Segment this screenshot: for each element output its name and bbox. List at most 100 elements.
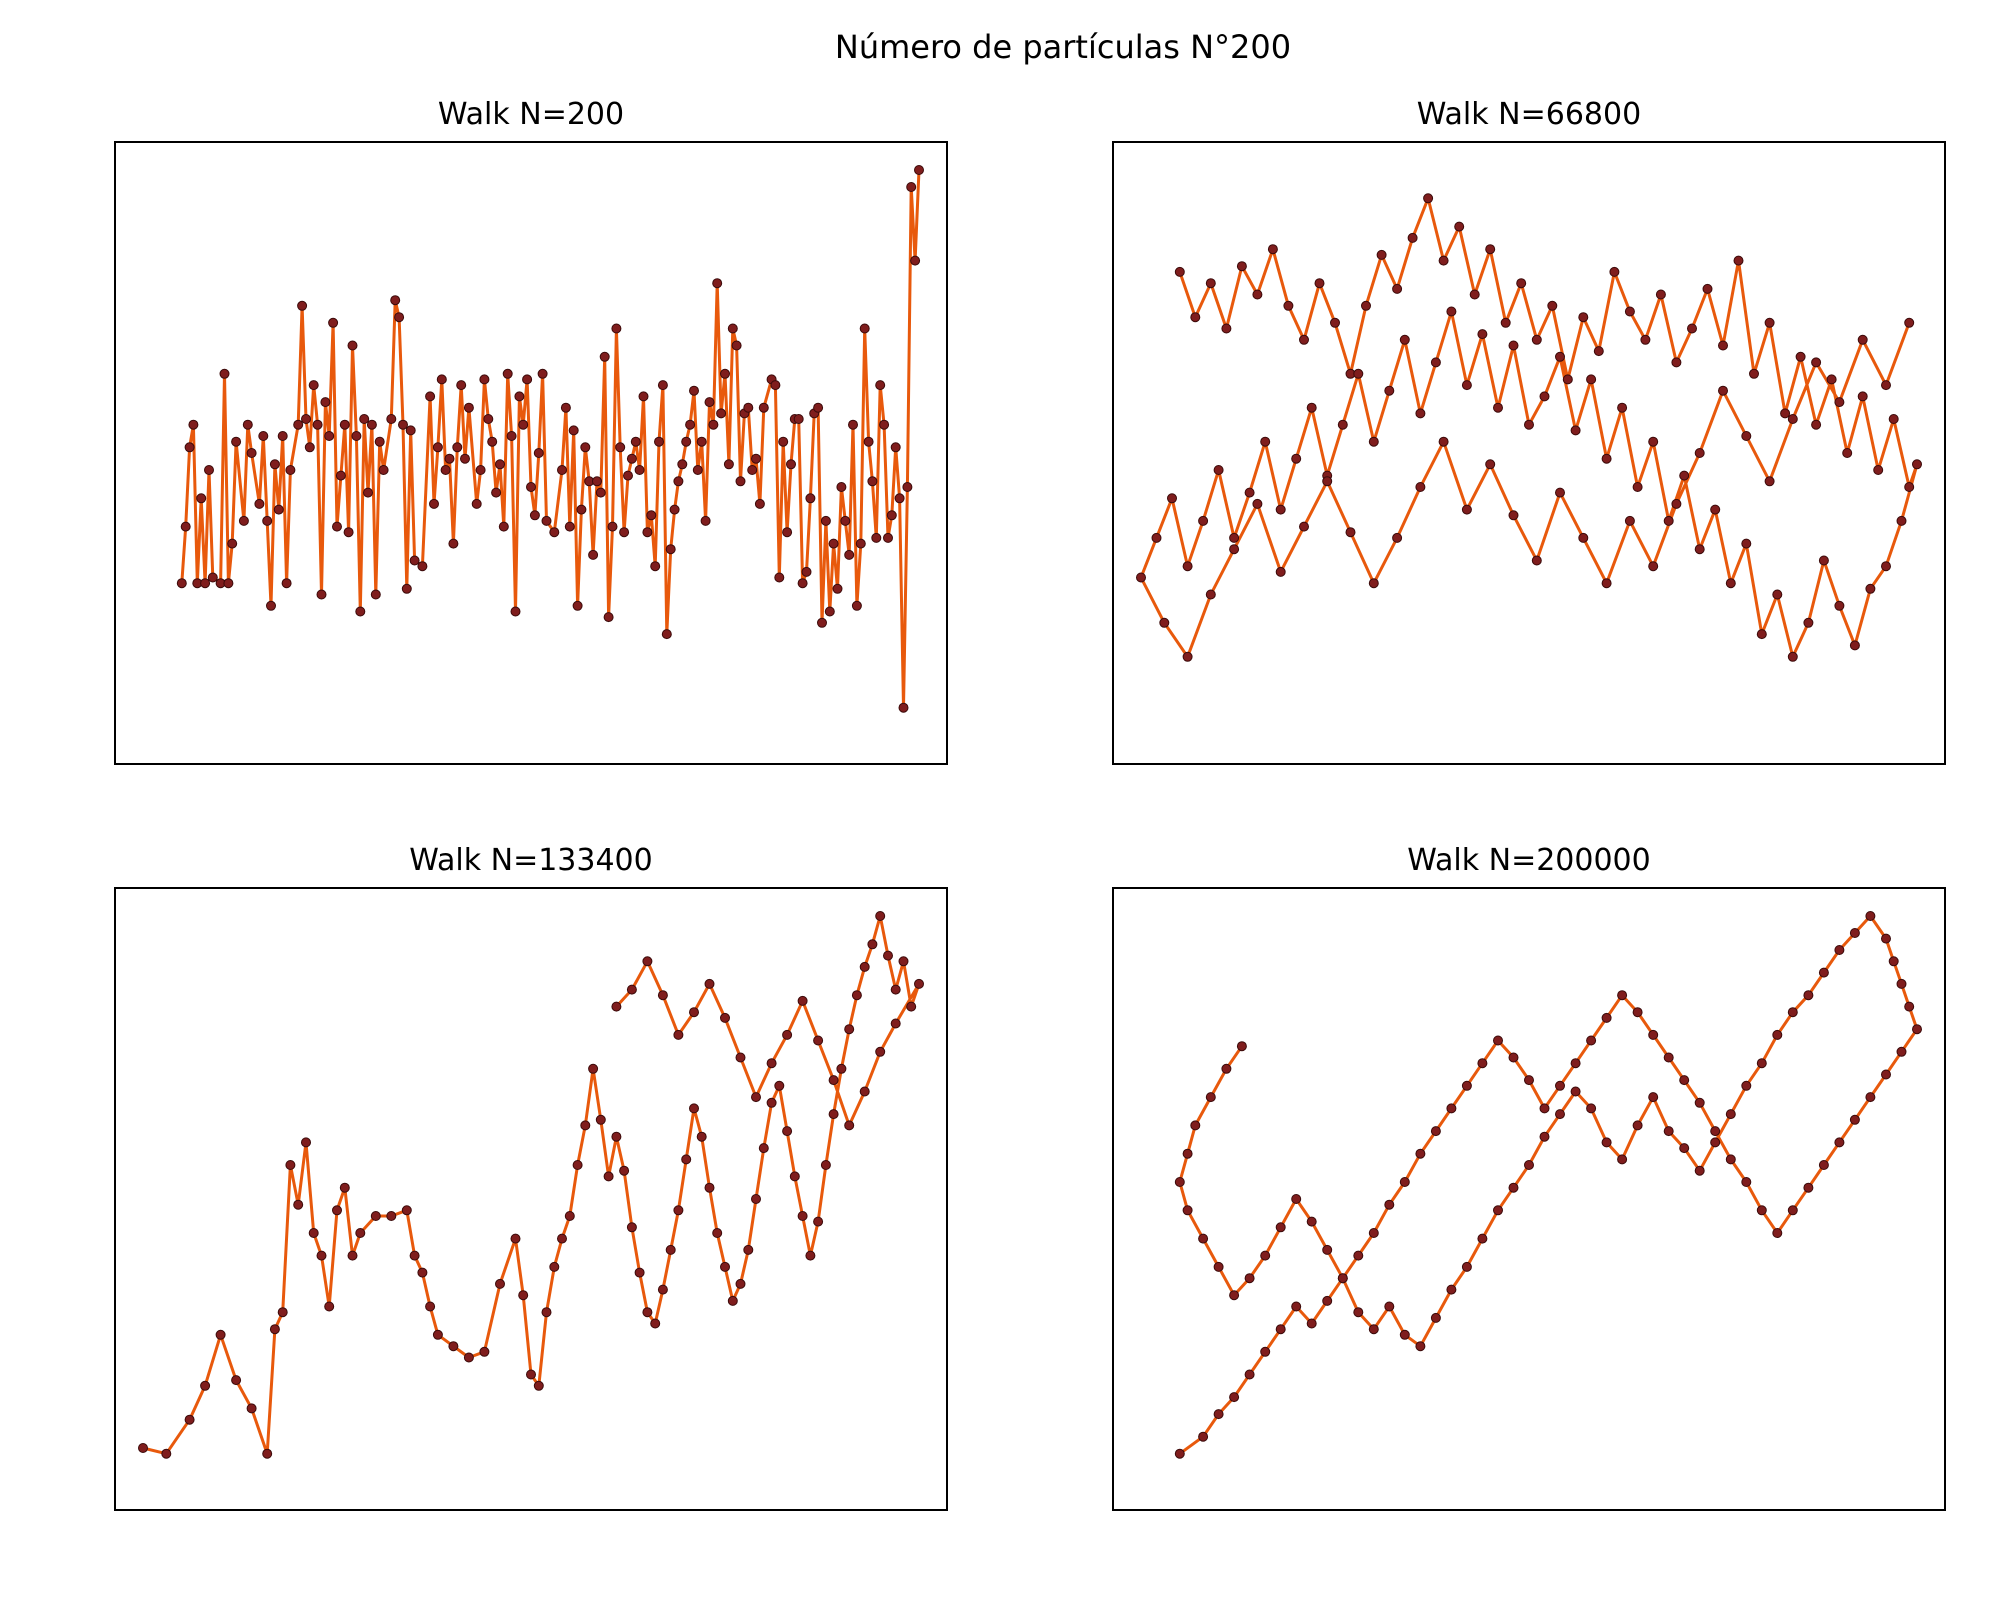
walk-point: [506, 431, 517, 441]
walk-point: [301, 414, 311, 424]
walk-point: [1392, 532, 1403, 543]
walk-point: [1283, 300, 1294, 311]
walk-point: [541, 1307, 552, 1318]
walk-point: [1655, 289, 1666, 300]
walk-point: [374, 436, 385, 447]
walk-point: [495, 459, 505, 470]
walk-point: [700, 515, 711, 526]
walk-point: [316, 589, 327, 600]
walk-point: [293, 1199, 304, 1210]
walk-point: [1415, 1148, 1426, 1159]
walk-point: [1485, 244, 1496, 255]
axes-frame: [114, 887, 948, 1511]
walk-point: [735, 1052, 746, 1063]
walk-point: [491, 487, 502, 498]
axes-frame: [1112, 141, 1946, 765]
walk-point: [526, 1369, 536, 1380]
walk-point: [782, 527, 793, 538]
walk-point: [560, 402, 571, 413]
walk-point: [1174, 1177, 1185, 1187]
walk-point: [681, 1154, 692, 1165]
walk-point: [1244, 1273, 1255, 1284]
walk-point: [1236, 1041, 1247, 1052]
walk-point: [1260, 1250, 1271, 1261]
walk-point: [1205, 278, 1216, 289]
walk-point: [1764, 476, 1775, 487]
walk-point: [914, 165, 924, 175]
walk-point: [646, 510, 657, 521]
walk-point: [339, 419, 350, 430]
walk-point: [1221, 1063, 1232, 1074]
walk-point: [611, 1001, 622, 1012]
walk-point: [758, 1143, 769, 1154]
walk-point: [409, 1250, 420, 1261]
walk-point: [308, 1228, 319, 1238]
panel-walk-200: Walk N=200: [114, 97, 948, 765]
walk-point: [1477, 1058, 1488, 1069]
walk-point: [432, 1329, 443, 1340]
walk-point: [1415, 408, 1426, 419]
walk-point: [207, 572, 218, 583]
walk-point: [176, 578, 187, 589]
walk-point: [1322, 476, 1333, 487]
walk-point: [1229, 532, 1240, 543]
walk-point: [1291, 1194, 1302, 1204]
walk-point: [1260, 1346, 1271, 1357]
walk-point: [215, 1329, 226, 1340]
walk-point: [619, 1165, 630, 1176]
walk-point: [1477, 1233, 1488, 1244]
walk-point: [1415, 1341, 1426, 1352]
walk-point: [1399, 1329, 1410, 1340]
walk-point: [320, 397, 331, 408]
walk-point: [1299, 334, 1309, 345]
walk-point: [844, 1024, 855, 1035]
walk-point: [766, 1097, 777, 1108]
walk-point: [432, 442, 443, 453]
walk-point: [634, 465, 645, 475]
walk-point: [514, 391, 525, 402]
walk-point: [836, 482, 847, 492]
walk-point: [720, 368, 730, 379]
walk-point: [1671, 357, 1682, 368]
walk-point: [1803, 617, 1814, 628]
walk-point: [805, 1250, 816, 1261]
walk-point: [751, 1092, 761, 1103]
walk-point: [766, 1058, 777, 1069]
walk-point: [1741, 1080, 1752, 1091]
walk-point: [1896, 978, 1907, 989]
walk-point: [1555, 1080, 1565, 1091]
walk-point: [1485, 459, 1496, 470]
walk-point: [859, 1086, 870, 1097]
walk-point: [1260, 436, 1271, 447]
walk-point: [269, 459, 280, 470]
walk-point: [588, 549, 599, 560]
walk-point: [820, 1160, 831, 1170]
walk-point: [184, 1414, 195, 1425]
walk-point: [1299, 521, 1309, 532]
walk-point: [1275, 1324, 1286, 1335]
panel-title: Walk N=133400: [409, 843, 652, 878]
walk-point: [828, 1109, 839, 1120]
walk-point: [1539, 391, 1550, 402]
walk-point: [657, 380, 668, 391]
walk-point: [1190, 1120, 1201, 1131]
walk-point: [689, 1103, 699, 1114]
walk-point: [483, 414, 494, 424]
walk-point: [1710, 1137, 1721, 1148]
walk-point: [1236, 261, 1247, 272]
walk-point: [180, 521, 191, 532]
walk-point: [867, 476, 878, 487]
walk-point: [1787, 1007, 1798, 1018]
walk-point: [1198, 1233, 1209, 1244]
walk-point: [1578, 312, 1589, 323]
walk-point: [1632, 1120, 1643, 1131]
walk-point: [1322, 1244, 1333, 1255]
figure-suptitle: Número de partículas N°200: [835, 28, 1291, 66]
walk-point: [386, 414, 397, 424]
walk-point: [1229, 544, 1240, 555]
walk-point: [650, 561, 661, 572]
walk-point: [906, 182, 917, 192]
walk-point: [549, 527, 560, 538]
walk-point: [1446, 306, 1457, 317]
walk-point: [665, 544, 676, 555]
